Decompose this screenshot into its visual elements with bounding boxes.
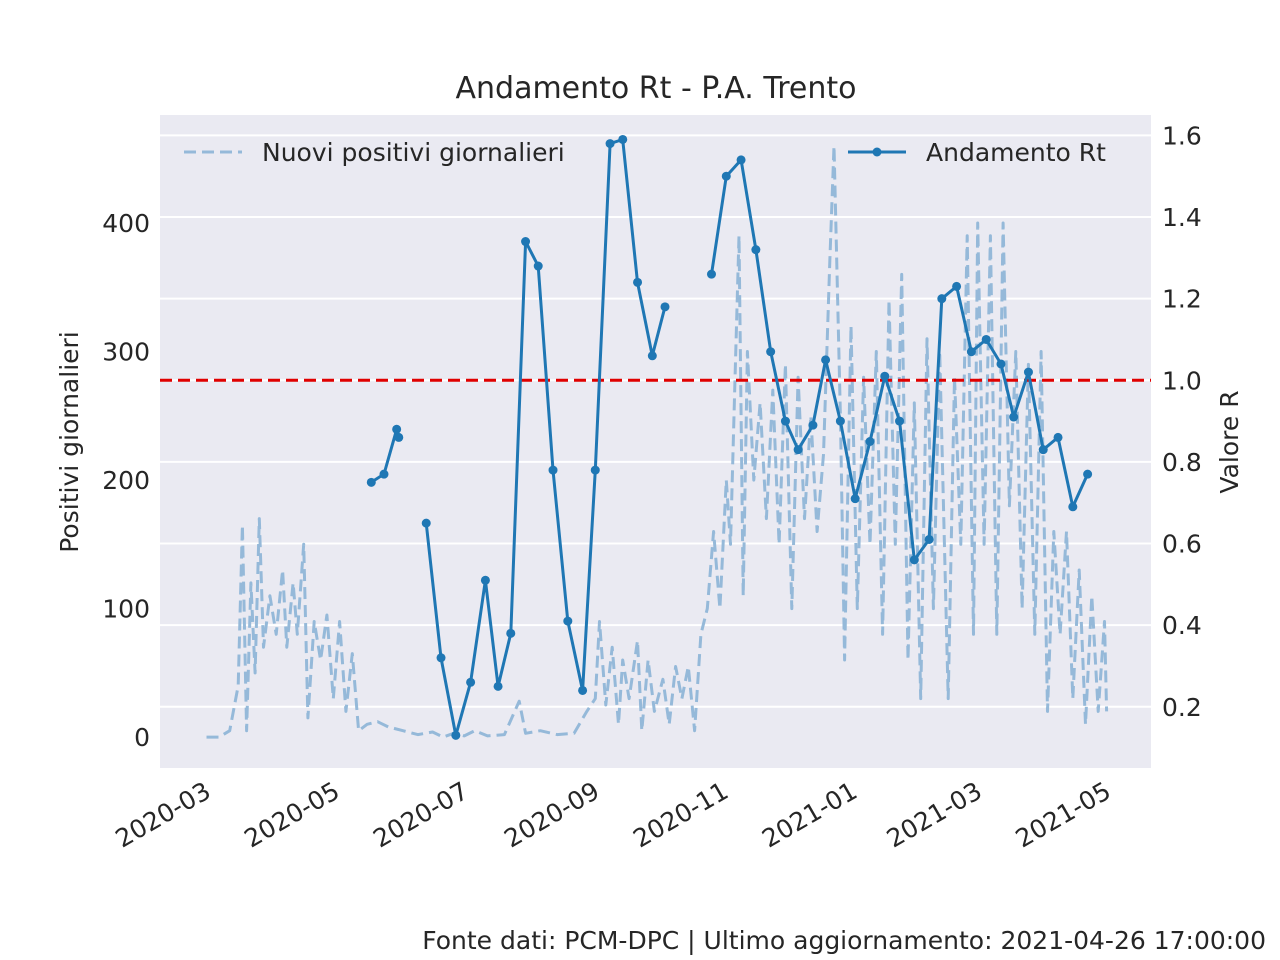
- y-right-tick-label: 1.0: [1162, 366, 1202, 395]
- rt-point: [366, 477, 376, 487]
- y-right-tick-label: 1.2: [1162, 285, 1202, 314]
- rt-point: [578, 685, 588, 695]
- x-tick-label: 2021-01: [757, 776, 862, 853]
- legend-right-marker: [872, 147, 882, 157]
- legend-left-label: Nuovi positivi giornalieri: [262, 138, 565, 167]
- x-tick-label: 2020-05: [239, 776, 344, 853]
- rt-point: [706, 269, 716, 279]
- daily-series-layer: [206, 144, 1109, 739]
- y-left-tick-labels: 0 100 200 300 400: [102, 209, 150, 752]
- rt-point: [780, 416, 790, 426]
- rt-point: [436, 653, 446, 663]
- rt-point: [952, 281, 962, 291]
- rt-point: [766, 347, 776, 357]
- y-right-tick-label: 1.6: [1162, 121, 1202, 150]
- rt-point: [751, 245, 761, 255]
- y-right-tick-label: 0.4: [1162, 611, 1202, 640]
- rt-point: [981, 334, 991, 344]
- rt-point: [909, 555, 919, 565]
- y-left-tick-label: 0: [134, 723, 150, 752]
- rt-point: [451, 730, 461, 740]
- legend-left: Nuovi positivi giornalieri: [184, 138, 565, 167]
- rt-point: [835, 416, 845, 426]
- rt-point: [633, 277, 643, 287]
- rt-point: [480, 575, 490, 585]
- rt-point: [466, 677, 476, 687]
- y-right-tick-label: 0.6: [1162, 530, 1202, 559]
- rt-point: [895, 416, 905, 426]
- y-right-tick-label: 0.8: [1162, 448, 1202, 477]
- rt-point: [924, 534, 934, 544]
- x-tick-label: 2021-03: [882, 776, 987, 853]
- chart-title: Andamento Rt - P.A. Trento: [455, 71, 856, 106]
- rt-point: [548, 465, 558, 475]
- rt-chart: 2020-03 2020-05 2020-07 2020-09 2020-11 2021-…: [55, 71, 1244, 853]
- rt-point: [618, 134, 628, 144]
- rt-point: [563, 616, 573, 626]
- rt-point: [1083, 469, 1093, 479]
- y-left-tick-label: 200: [102, 466, 150, 495]
- x-tick-label: 2020-11: [628, 776, 733, 853]
- y-left-tick-label: 100: [102, 595, 150, 624]
- y-left-axis-label: Positivi giornalieri: [55, 331, 84, 553]
- daily-positives-line: [206, 144, 1109, 739]
- rt-line-segment: [424, 138, 667, 737]
- legend-right: Andamento Rt: [848, 138, 1106, 167]
- legend-right-label: Andamento Rt: [926, 138, 1106, 167]
- x-tick-label: 2021-05: [1011, 776, 1116, 853]
- rt-point: [379, 469, 389, 479]
- rt-point: [865, 437, 875, 446]
- y-right-tick-label: 0.2: [1162, 693, 1202, 722]
- rt-point: [394, 432, 404, 442]
- y-left-tick-label: 300: [102, 338, 150, 367]
- rt-point: [660, 302, 670, 312]
- rt-point: [996, 359, 1006, 369]
- rt-point: [493, 681, 503, 691]
- data-source-footer: Fonte dati: PCM-DPC | Ultimo aggiornamen…: [422, 926, 1266, 955]
- rt-point: [533, 261, 543, 271]
- plot-background: [160, 115, 1151, 768]
- rt-point: [721, 171, 731, 181]
- rt-point: [966, 347, 976, 357]
- rt-point: [850, 494, 860, 504]
- rt-series-layer: [366, 134, 1093, 740]
- rt-point: [647, 351, 657, 361]
- rt-point: [821, 355, 831, 365]
- rt-point: [1023, 367, 1033, 377]
- y-right-axis-label: Valore R: [1215, 390, 1244, 493]
- rt-point: [506, 628, 516, 638]
- x-tick-label: 2020-07: [368, 776, 473, 853]
- x-tick-label: 2020-03: [111, 776, 216, 853]
- y-left-tick-label: 400: [102, 209, 150, 238]
- x-tick-label: 2020-09: [499, 776, 604, 853]
- rt-point: [808, 420, 818, 430]
- rt-point: [392, 424, 402, 434]
- y-right-tick-labels: 0.2 0.4 0.6 0.8 1.0 1.2 1.4 1.6: [1162, 121, 1202, 721]
- rt-point: [1068, 502, 1078, 512]
- rt-point: [1038, 445, 1048, 455]
- rt-point: [1053, 432, 1063, 442]
- rt-point: [590, 465, 600, 475]
- rt-point: [736, 155, 746, 165]
- rt-point: [1009, 412, 1019, 422]
- rt-point: [521, 237, 531, 247]
- rt-point: [605, 139, 615, 149]
- rt-point: [880, 371, 890, 381]
- y-right-tick-label: 1.4: [1162, 203, 1202, 232]
- rt-point: [937, 294, 947, 304]
- x-tick-labels: 2020-03 2020-05 2020-07 2020-09 2020-11 2021-…: [111, 776, 1116, 853]
- rt-point: [793, 445, 803, 455]
- rt-point: [421, 518, 431, 528]
